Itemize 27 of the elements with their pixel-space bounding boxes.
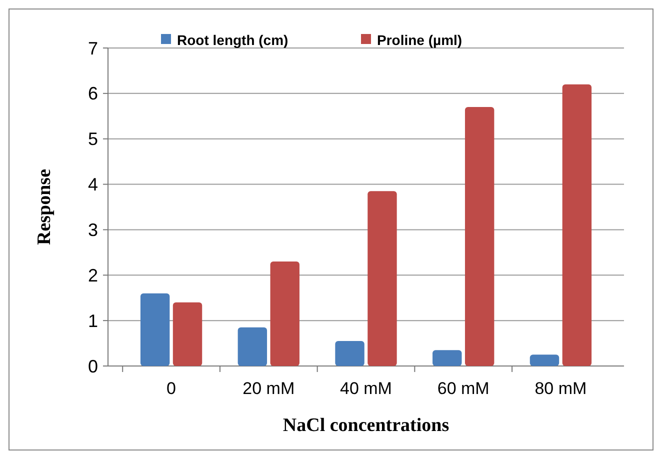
x-tick-label: 40 mM bbox=[340, 379, 392, 398]
bar bbox=[368, 191, 397, 366]
y-tick-label: 1 bbox=[88, 310, 98, 331]
y-tick-label: 4 bbox=[88, 174, 98, 195]
y-axis-title: Response bbox=[34, 168, 55, 246]
y-tick-label: 2 bbox=[88, 265, 98, 286]
x-axis-title: NaCl concentrations bbox=[282, 415, 450, 436]
x-tick-label: 20 mM bbox=[242, 379, 295, 398]
y-tick-label: 0 bbox=[88, 356, 98, 376]
bar bbox=[464, 107, 494, 366]
x-tick-label: 0 bbox=[166, 379, 176, 398]
bar bbox=[562, 84, 592, 366]
bar bbox=[270, 262, 300, 366]
legend-label: Proline (µml) bbox=[377, 32, 462, 48]
y-tick-label: 5 bbox=[88, 129, 98, 150]
bar bbox=[530, 354, 560, 366]
bar bbox=[335, 341, 364, 366]
bar bbox=[238, 327, 268, 366]
x-tick-label: 80 mM bbox=[534, 379, 587, 398]
bar bbox=[432, 350, 462, 366]
y-tick-label: 6 bbox=[88, 84, 98, 104]
bar bbox=[172, 302, 202, 366]
y-tick-label: 7 bbox=[88, 38, 98, 58]
legend-label: Root length (cm) bbox=[177, 32, 288, 48]
x-tick-label: 60 mM bbox=[437, 379, 490, 398]
bar bbox=[140, 293, 170, 366]
y-tick-label: 3 bbox=[88, 220, 98, 240]
